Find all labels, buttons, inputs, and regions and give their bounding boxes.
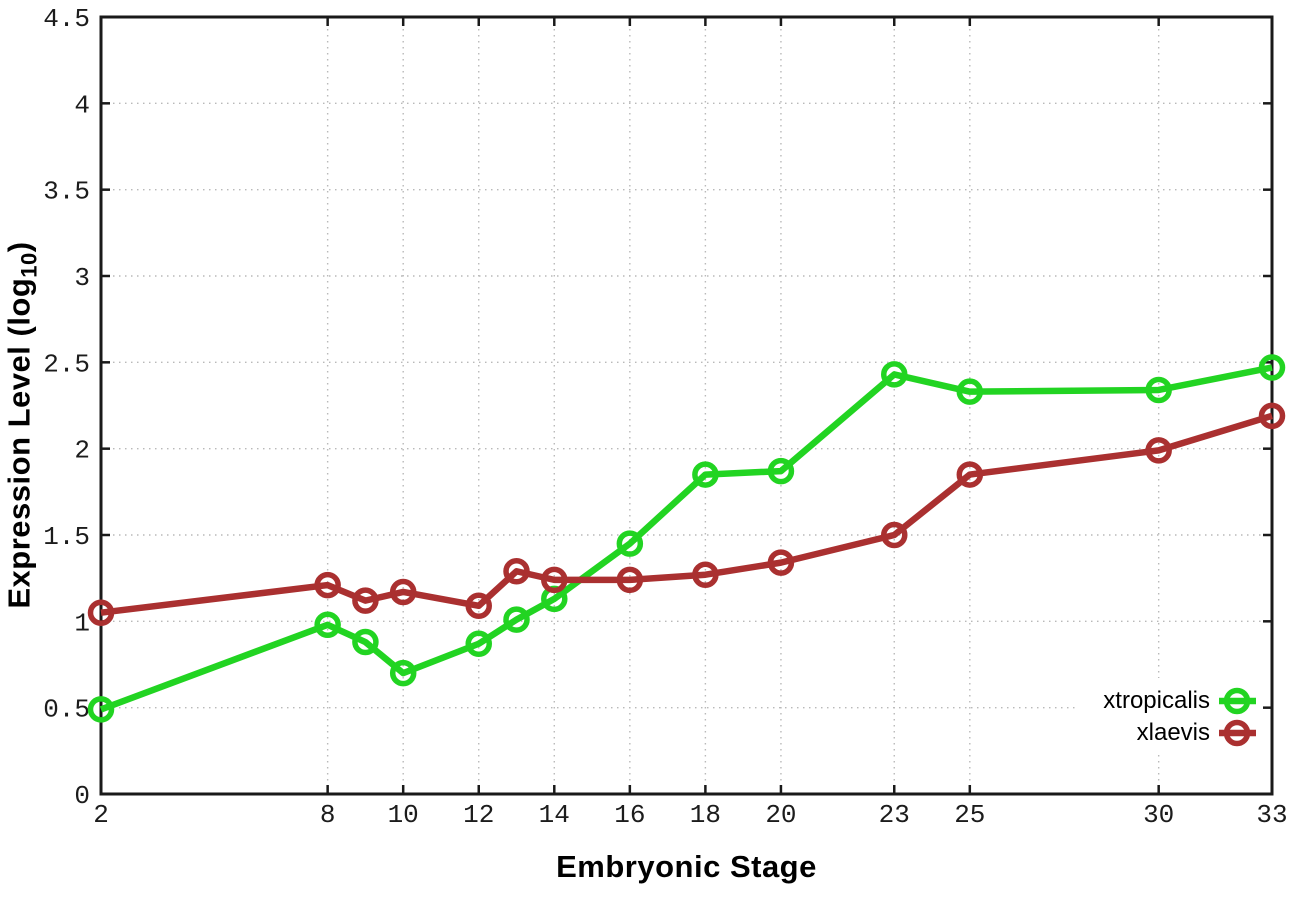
y-tick-label: 2.5: [43, 349, 90, 379]
data-point-xlaevis: [956, 461, 984, 488]
data-point-xtropicalis: [1145, 376, 1172, 404]
y-tick-label: 4: [74, 90, 90, 120]
x-tick-label: 30: [1143, 800, 1174, 830]
x-tick-label: 8: [320, 800, 336, 830]
x-tick-label: 16: [614, 800, 645, 830]
plot-border: [99, 15, 1274, 796]
legend-marker-xtropicalis: [1223, 687, 1251, 715]
x-axis-title: Embryonic Stage: [556, 849, 817, 884]
x-tick-label: 18: [690, 800, 721, 830]
series-line-xlaevis: [100, 412, 1273, 616]
x-tick-label: 2: [93, 800, 109, 830]
y-tick-label: 0.5: [43, 695, 90, 725]
y-axis-title-close: ): [1, 241, 37, 253]
data-point-xtropicalis: [616, 530, 644, 557]
data-point-xlaevis: [314, 571, 341, 599]
x-tick-label: 33: [1256, 800, 1287, 830]
data-point-xlaevis: [541, 566, 568, 594]
y-tick-label: 1: [74, 608, 90, 638]
data-point-xtropicalis: [1258, 354, 1286, 381]
series-line-xtropicalis: [99, 364, 1273, 713]
y-tick-label: 1.5: [43, 522, 90, 552]
data-point-xlaevis: [1145, 437, 1172, 464]
data-point-xlaevis: [389, 578, 417, 606]
data-point-xtropicalis: [314, 611, 341, 639]
data-point-xlaevis: [616, 566, 644, 594]
data-point-xtropicalis: [389, 659, 417, 687]
x-tick-label: 12: [463, 800, 494, 830]
legend-label-xtropicalis: xtropicalis: [1103, 687, 1210, 714]
data-point-xtropicalis: [352, 628, 379, 656]
data-point-xlaevis: [692, 561, 719, 588]
data-point-xtropicalis: [881, 361, 908, 388]
y-tick-label: 3: [74, 263, 90, 293]
data-point-xlaevis: [503, 558, 530, 585]
y-tick-label: 0: [74, 781, 90, 811]
x-tick-label: 14: [539, 800, 570, 830]
y-axis-title: Expression Level (log10): [1, 241, 42, 608]
x-tick-label: 10: [388, 800, 419, 830]
data-point-xlaevis: [767, 549, 795, 576]
x-tick-label: 25: [954, 800, 985, 830]
y-axis-title-text: Expression Level (log: [1, 277, 37, 609]
data-point-xtropicalis: [87, 696, 115, 723]
y-tick-label: 2: [74, 436, 90, 466]
y-axis-title-subscript: 10: [16, 252, 42, 278]
data-point-xlaevis: [881, 521, 908, 549]
data-point-xtropicalis: [956, 378, 984, 405]
x-tick-label: 23: [879, 800, 910, 830]
legend-label-xlaevis: xlaevis: [1136, 719, 1210, 746]
data-point-xtropicalis: [503, 606, 530, 633]
data-point-xtropicalis: [767, 457, 795, 485]
y-tick-label: 4.5: [43, 4, 90, 34]
data-point-xtropicalis: [692, 461, 719, 488]
data-point-xtropicalis: [465, 630, 492, 658]
x-tick-label: 20: [765, 800, 796, 830]
data-point-xlaevis: [1258, 402, 1286, 430]
data-point-xlaevis: [87, 599, 115, 626]
y-tick-label: 3.5: [43, 177, 90, 207]
data-point-xlaevis: [352, 587, 379, 614]
data-point-xlaevis: [465, 592, 492, 620]
legend-marker-xlaevis: [1223, 719, 1251, 747]
